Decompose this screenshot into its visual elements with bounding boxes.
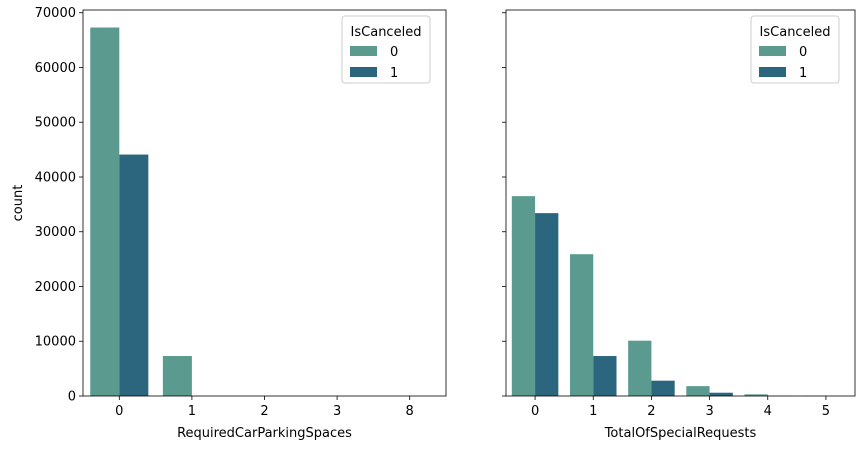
x-tick-label: 0 — [115, 404, 123, 419]
legend-title: IsCanceled — [351, 25, 422, 40]
legend-swatch-0 — [350, 46, 377, 56]
y-tick-label: 10000 — [35, 335, 76, 350]
x-tick-label: 5 — [822, 404, 830, 419]
legend: IsCanceled 0 1 — [341, 15, 431, 84]
legend-swatch-1 — [350, 67, 377, 77]
legend-label-1: 1 — [390, 66, 398, 81]
x-tick-label: 1 — [589, 404, 597, 419]
bar-series-0-1 — [569, 254, 594, 396]
bar-series-0-4 — [744, 394, 768, 396]
bar-series-1-3 — [709, 392, 733, 396]
x-tick-label: 1 — [188, 404, 196, 419]
bar-series-0-1 — [162, 356, 192, 396]
x-tick-label: 4 — [764, 404, 772, 419]
bar-series-0-0 — [511, 196, 536, 396]
x-tick-label: 0 — [531, 404, 539, 419]
x-tick-label: 2 — [647, 404, 655, 419]
chart-right: 0 1 2 3 4 5 TotalOfSpecialRequests IsCanceled 0 1 — [502, 9, 856, 441]
legend-box — [341, 15, 431, 84]
x-tick-label: 8 — [406, 404, 414, 419]
y-tick-label: 20000 — [35, 280, 76, 295]
legend-label-0: 0 — [799, 45, 807, 60]
x-axis-label: RequiredCarParkingSpaces — [177, 426, 352, 441]
legend-swatch-0 — [759, 46, 786, 56]
bar-series-1-1 — [593, 356, 617, 396]
legend-box — [750, 15, 840, 84]
bar-series-1-0 — [119, 154, 149, 396]
bar-series-0-0 — [90, 27, 120, 396]
legend-label-0: 0 — [390, 45, 398, 60]
y-tick-label: 60000 — [35, 61, 76, 76]
x-tick-label: 3 — [333, 404, 341, 419]
axes-frame — [505, 9, 856, 397]
y-tick-label: 50000 — [35, 116, 76, 131]
chart-left: 0 10000 20000 30000 40000 50000 60000 70000 0 1 2 3… — [11, 6, 447, 441]
y-tick-label: 70000 — [35, 6, 76, 21]
legend-title: IsCanceled — [760, 25, 831, 40]
bar-series-1-0 — [535, 213, 559, 396]
x-tick-label: 2 — [260, 404, 268, 419]
legend-label-1: 1 — [799, 66, 807, 81]
y-tick-label: 40000 — [35, 170, 76, 185]
legend: IsCanceled 0 1 — [750, 15, 840, 84]
legend-swatch-1 — [759, 67, 786, 77]
bar-series-1-2 — [651, 380, 675, 396]
x-axis-label: TotalOfSpecialRequests — [604, 426, 757, 441]
bar-series-0-3 — [686, 386, 710, 396]
bar-series-0-2 — [628, 340, 652, 396]
y-tick-label: 0 — [68, 390, 76, 405]
y-tick-label: 30000 — [35, 225, 76, 240]
x-tick-label: 3 — [705, 404, 713, 419]
y-axis-label: count — [11, 185, 26, 222]
